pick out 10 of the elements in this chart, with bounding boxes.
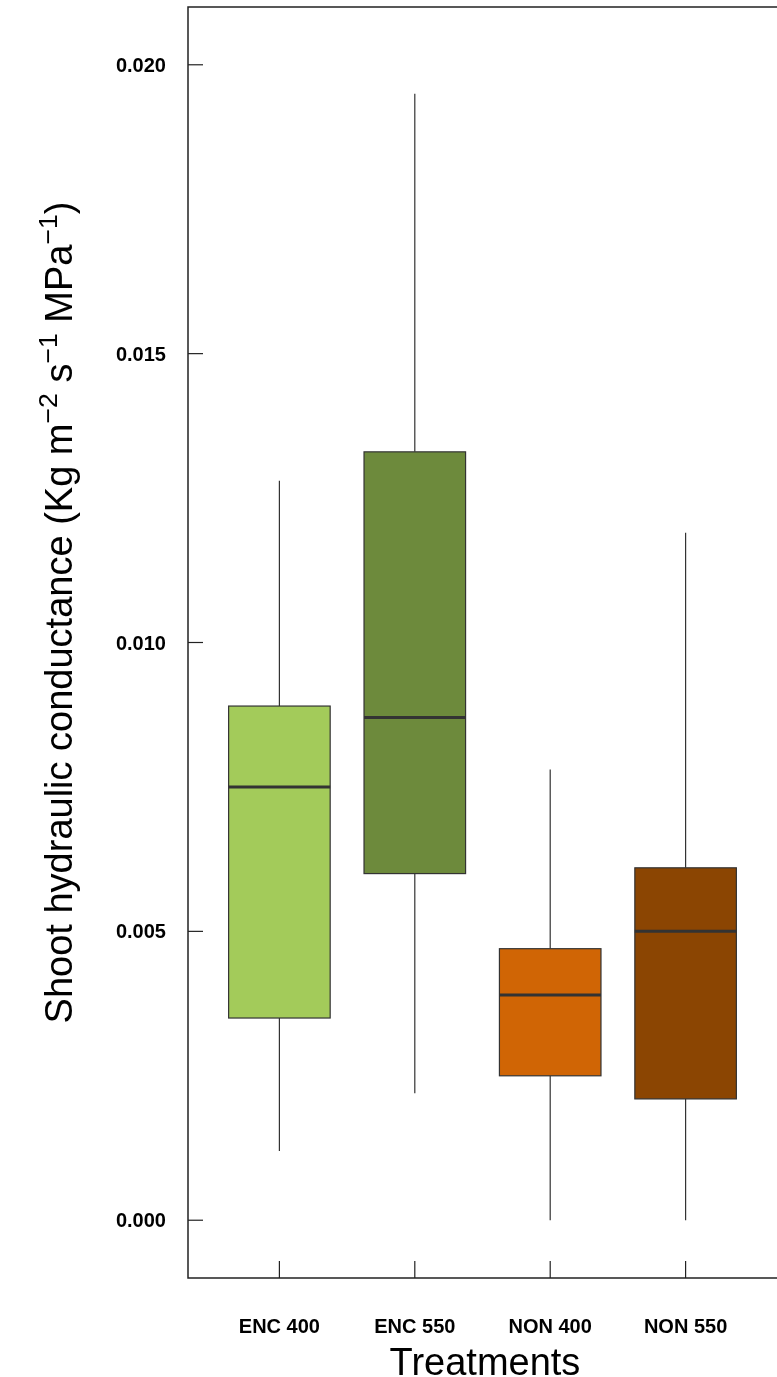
y-tick-label: 0.005 xyxy=(115,920,166,943)
x-tick-label: ENC 550 xyxy=(374,1315,456,1337)
y-tick-label: 0.020 xyxy=(115,53,166,76)
x-axis-title: Treatments xyxy=(389,1341,581,1377)
x-tick-label: NON 400 xyxy=(508,1315,592,1337)
y-tick-label: 0.000 xyxy=(115,1209,166,1232)
y-tick-label: 0.010 xyxy=(115,631,166,654)
y-tick-label: 0.015 xyxy=(115,342,166,365)
x-tick-label: NON 550 xyxy=(643,1315,728,1337)
x-tick-label: ENC 400 xyxy=(238,1315,320,1337)
